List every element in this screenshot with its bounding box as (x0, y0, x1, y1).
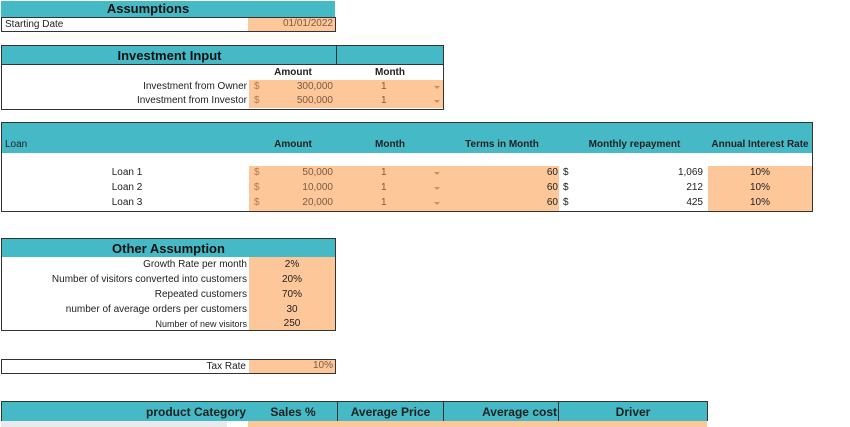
loan-table: Loan Amount Month Terms in Month Monthly… (1, 122, 813, 212)
conversion-rate-input[interactable]: 20% (281, 274, 302, 285)
starting-date-row: Starting Date 01/01/2022 (1, 17, 336, 32)
loan3-repayment: 425 (686, 197, 703, 208)
loan-title: Loan (5, 139, 28, 150)
other-row-label: Number of new visitors (155, 319, 247, 329)
dropdown-arrow-icon[interactable] (434, 187, 440, 190)
dropdown-arrow-icon[interactable] (434, 100, 440, 103)
starting-date-input[interactable]: 01/01/2022 (248, 18, 335, 31)
loan2-terms-input[interactable]: 60 (447, 180, 559, 195)
other-assumption-header: Other Assumption (2, 239, 335, 257)
loan-col-terms: Terms in Month (465, 139, 539, 150)
loan-header: Loan Amount Month Terms in Month Monthly… (2, 123, 812, 153)
loan1-rate-input[interactable]: 10% (708, 166, 812, 180)
other-row-label: Number of visitors converted into custom… (51, 274, 247, 285)
investment-header: Investment Input (2, 46, 443, 65)
currency-symbol: $ (254, 95, 260, 106)
investment-col-amount: Amount (274, 67, 312, 78)
dropdown-arrow-icon[interactable] (434, 86, 440, 89)
currency-symbol: $ (563, 182, 569, 193)
tax-rate-input[interactable]: 10% (249, 360, 335, 373)
starting-date-label: Starting Date (5, 19, 64, 30)
loan2-amount-input[interactable]: $ 10,000 (249, 180, 337, 195)
loan3-month-dropdown[interactable]: 1 (337, 195, 447, 211)
loan1-repayment: 1,069 (677, 167, 703, 178)
investment-investor-month-dropdown[interactable]: 1 (337, 94, 443, 108)
other-row-label: Repeated customers (154, 289, 247, 300)
investment-investor-amount-input[interactable]: $ 500,000 (249, 94, 337, 108)
investment-owner-month-dropdown[interactable]: 1 (337, 80, 443, 94)
currency-symbol: $ (563, 197, 569, 208)
assumptions-header: Assumptions (1, 1, 335, 17)
investment-row-label: Investment from Owner (143, 81, 247, 92)
investment-owner-amount-input[interactable]: $ 300,000 (249, 80, 337, 94)
dropdown-arrow-icon[interactable] (434, 202, 440, 205)
product-sales-first-row (248, 421, 707, 427)
loan-row-label: Loan 2 (111, 182, 143, 193)
loan-row-label: Loan 3 (111, 197, 143, 208)
loan2-repayment: 212 (686, 182, 703, 193)
loan2-rate-input[interactable]: 10% (708, 180, 812, 195)
investment-col-month: Month (375, 67, 405, 78)
product-col-category: product Category (145, 405, 246, 419)
new-visitors-input[interactable]: 250 (283, 318, 301, 329)
loan-col-rate: Annual Interest Rate (711, 139, 809, 150)
average-orders-input[interactable]: 30 (286, 304, 298, 315)
loan3-rate-input[interactable]: 10% (708, 195, 812, 211)
other-assumption-table: Other Assumption Growth Rate per month 2… (1, 238, 336, 331)
tax-rate-row: Tax Rate 10% (1, 359, 336, 374)
other-assumption-title: Other Assumption (112, 241, 225, 256)
other-values-column (249, 257, 335, 330)
product-header: product Category Sales % Average Price A… (1, 401, 708, 422)
tax-rate-label: Tax Rate (206, 361, 246, 372)
investment-title: Investment Input (117, 48, 222, 63)
product-col-cost: Average cost (482, 405, 557, 419)
product-col-sales: Sales % (270, 405, 316, 419)
growth-rate-input[interactable]: 2% (284, 259, 300, 270)
loan-row-label: Loan 1 (111, 167, 143, 178)
investment-input-table: Investment Input Amount Month Investment… (1, 45, 444, 110)
product-col-price: Average Price (350, 405, 431, 419)
loan-col-amount: Amount (274, 139, 312, 150)
product-col-driver: Driver (615, 405, 651, 419)
loan3-amount-input[interactable]: $ 20,000 (249, 195, 337, 211)
loan2-month-dropdown[interactable]: 1 (337, 180, 447, 195)
loan-col-month: Month (375, 139, 405, 150)
investment-row-label: Investment from Investor (136, 95, 247, 106)
loan1-amount-input[interactable]: $ 50,000 (249, 166, 337, 180)
currency-symbol: $ (254, 81, 260, 92)
assumptions-title: Assumptions (106, 1, 190, 16)
loan3-terms-input[interactable]: 60 (447, 195, 559, 211)
dropdown-arrow-icon[interactable] (434, 172, 440, 175)
product-first-row-overlay (1, 421, 227, 427)
loan1-terms-input[interactable]: 60 (447, 166, 559, 180)
other-row-label: Growth Rate per month (143, 259, 247, 270)
loan1-month-dropdown[interactable]: 1 (337, 166, 447, 180)
currency-symbol: $ (563, 167, 569, 178)
loan-col-repayment: Monthly repayment (588, 139, 681, 150)
repeated-customers-input[interactable]: 70% (281, 289, 302, 300)
other-row-label: number of average orders per customers (65, 304, 247, 315)
